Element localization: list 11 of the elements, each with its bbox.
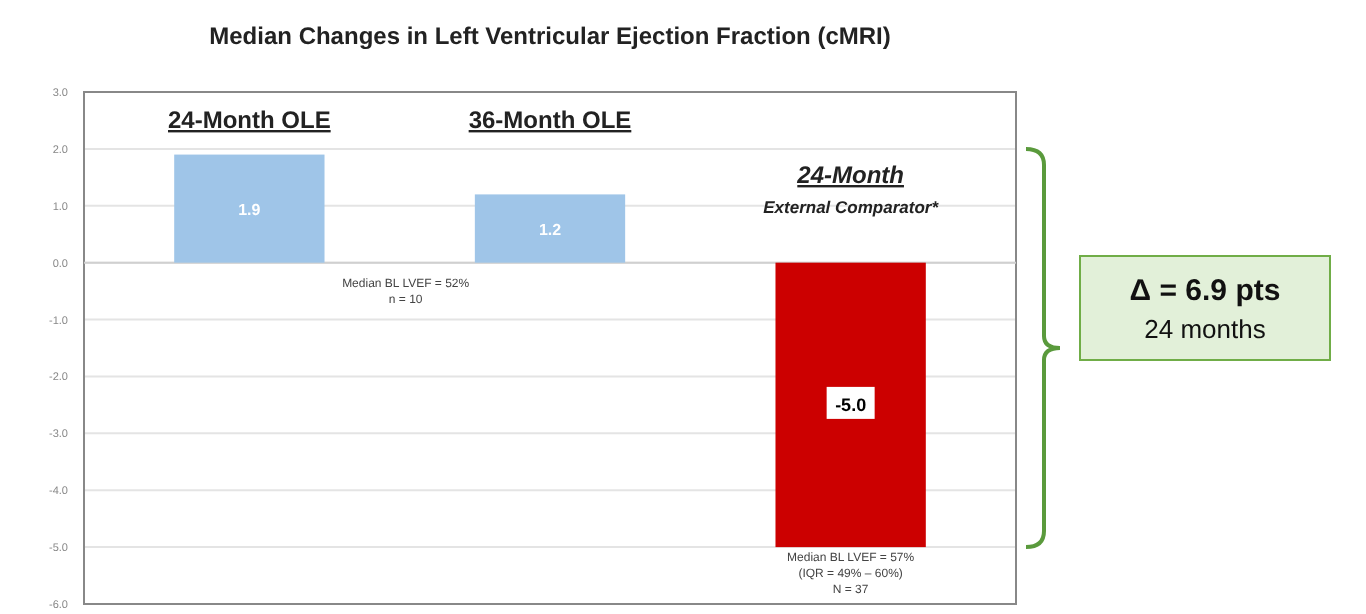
x-tick-label: 24-Month External Comparator*: [763, 161, 940, 218]
x-tick-label: 24-Month OLE: [168, 106, 331, 134]
chart-title: Median Changes in Left Ventricular Ejection Fraction (cMRI): [209, 22, 891, 50]
x-tick-label: 36-Month OLE: [468, 106, 632, 134]
bar: [174, 154, 325, 263]
bar: [474, 194, 626, 263]
data-label: 1.2: [538, 220, 563, 239]
data-label: -5.0: [835, 394, 867, 415]
bar: [775, 262, 926, 548]
data-label: 1.9: [238, 200, 262, 219]
text: Δ = 6.9 pts 24 months: [1129, 274, 1281, 344]
